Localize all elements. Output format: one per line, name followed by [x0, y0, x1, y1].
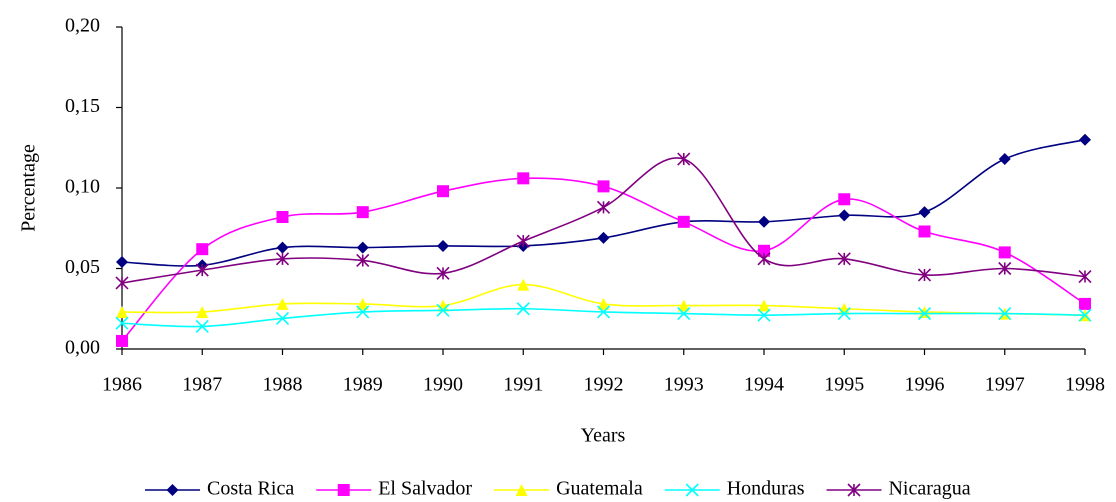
- x-tick-label: 1989: [343, 374, 383, 396]
- x-tick-label: 1990: [423, 374, 463, 396]
- data-point: [597, 180, 610, 193]
- data-point: [597, 231, 610, 244]
- data-point: [677, 215, 690, 228]
- data-point: [597, 297, 610, 310]
- legend-item: El Salvador: [316, 478, 472, 500]
- data-point: [998, 153, 1011, 166]
- y-axis-label: Percentage: [18, 144, 40, 232]
- x-tick-label: 1991: [503, 374, 543, 396]
- data-point: [437, 239, 449, 252]
- y-tick-label: 0,20: [65, 15, 100, 37]
- x-tick-label: 1994: [744, 374, 784, 396]
- x-tick-label: 1993: [664, 374, 704, 396]
- x-axis-label: Years: [581, 425, 626, 447]
- data-point: [356, 206, 369, 219]
- legend-marker: [685, 483, 699, 497]
- data-point: [356, 253, 370, 268]
- y-tick-label: 0,05: [65, 256, 100, 278]
- legend-item: Nicaragua: [826, 478, 971, 500]
- data-point: [757, 252, 771, 266]
- data-point: [116, 256, 128, 269]
- x-tick-label: 1987: [182, 374, 222, 396]
- legend-marker: [515, 484, 528, 496]
- y-tick-label: 0,10: [65, 176, 100, 198]
- data-point: [677, 152, 691, 166]
- data-point: [356, 305, 370, 319]
- data-point: [757, 308, 771, 322]
- x-tick-label: 1995: [824, 374, 864, 396]
- data-point: [1079, 297, 1091, 310]
- legend-label: El Salvador: [378, 478, 472, 500]
- data-point: [838, 302, 851, 315]
- legend-label: Guatemala: [556, 478, 643, 500]
- data-point: [596, 305, 611, 319]
- data-point: [758, 215, 770, 228]
- data-point: [758, 244, 770, 257]
- data-point: [838, 209, 851, 222]
- legend-label: Costa Rica: [207, 478, 294, 500]
- data-point: [516, 302, 530, 316]
- data-point: [917, 307, 932, 321]
- data-point: [918, 305, 931, 318]
- data-point: [116, 305, 128, 318]
- data-point: [195, 263, 209, 277]
- x-tick-label: 1986: [102, 374, 142, 396]
- legend-item: Costa Rica: [145, 478, 294, 500]
- data-point: [516, 234, 530, 248]
- data-point: [918, 225, 931, 238]
- legend-marker: [337, 484, 350, 496]
- data-point: [838, 193, 851, 206]
- legend-marker: [166, 484, 179, 496]
- data-point: [998, 307, 1012, 321]
- y-tick-label: 0,15: [65, 95, 100, 117]
- x-tick-label: 1988: [263, 374, 303, 396]
- data-point: [437, 185, 449, 198]
- data-point: [196, 243, 209, 256]
- data-point: [517, 172, 530, 185]
- data-point: [276, 297, 289, 310]
- legend-marker: [847, 483, 861, 497]
- data-point: [998, 246, 1011, 259]
- data-point: [116, 334, 128, 347]
- legend-label: Nicaragua: [888, 478, 970, 500]
- data-point: [918, 206, 931, 219]
- data-point: [437, 299, 449, 312]
- data-point: [356, 241, 369, 254]
- data-point: [436, 266, 450, 280]
- data-point: [758, 299, 770, 312]
- x-tick-label: 1996: [905, 374, 945, 396]
- data-point: [276, 210, 289, 223]
- data-point: [917, 268, 932, 282]
- data-point: [356, 297, 369, 310]
- data-point: [195, 319, 209, 334]
- data-point: [837, 307, 851, 321]
- data-point: [115, 276, 129, 290]
- legend-item: Honduras: [664, 478, 805, 500]
- data-point: [837, 252, 851, 266]
- data-point: [275, 252, 290, 266]
- data-point: [998, 261, 1012, 276]
- data-point: [115, 316, 129, 330]
- data-point: [596, 200, 611, 214]
- data-point: [677, 299, 690, 312]
- data-point: [1079, 133, 1091, 146]
- x-tick-label: 1998: [1065, 374, 1105, 396]
- data-point: [677, 307, 691, 321]
- data-point: [436, 303, 450, 317]
- data-point: [276, 241, 289, 254]
- y-tick-label: 0,00: [65, 337, 100, 359]
- data-point: [1078, 308, 1092, 322]
- x-tick-label: 1992: [584, 374, 624, 396]
- legend-item: Guatemala: [494, 478, 643, 500]
- legend-label: Honduras: [727, 478, 805, 500]
- data-point: [1078, 269, 1092, 284]
- data-point: [517, 278, 530, 291]
- data-point: [196, 305, 209, 318]
- x-tick-label: 1997: [985, 374, 1025, 396]
- data-point: [275, 311, 290, 325]
